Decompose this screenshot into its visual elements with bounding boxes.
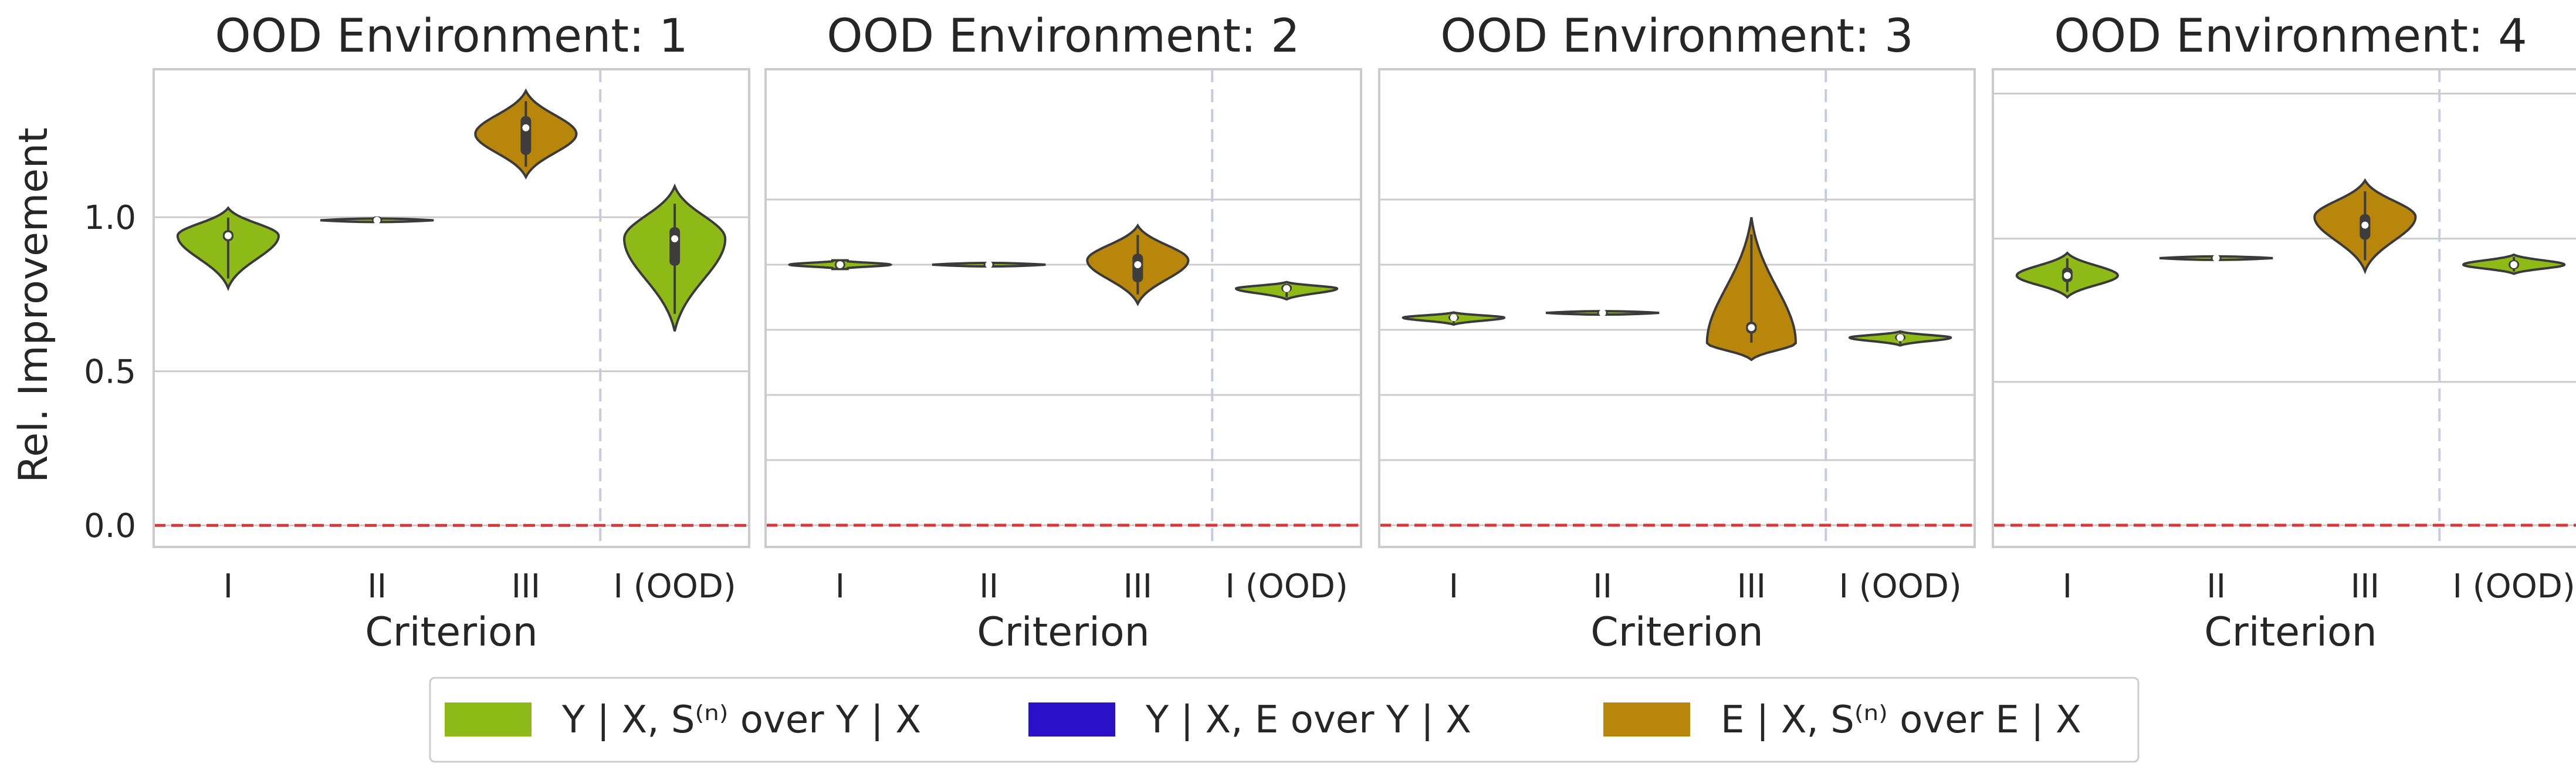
legend-label-1: Y | X, S⁽ⁿ⁾ over Y | X xyxy=(561,698,921,742)
x-tick-label: II xyxy=(1593,567,1612,606)
panels: 0.00.51.0I II III I (OOD)OOD Environment: 1… xyxy=(84,10,2576,656)
panel-frame xyxy=(153,68,750,548)
violin-median-marker xyxy=(2361,221,2369,229)
legend-label-2: Y | X, E over Y | X xyxy=(1145,698,1471,742)
y-tick-label: 0.5 xyxy=(84,353,136,391)
x-axis-label: Criterion xyxy=(365,609,537,656)
violin-median-marker xyxy=(224,232,232,239)
violin-median-marker xyxy=(836,261,844,268)
x-tick-label: I xyxy=(2063,567,2073,606)
legend-swatch-3 xyxy=(1603,702,1690,737)
violin-median-marker xyxy=(2510,261,2518,268)
violin-median-marker xyxy=(985,261,993,268)
x-tick-label: III xyxy=(2351,567,2380,606)
panel-frame xyxy=(764,68,1362,548)
violin-median-marker xyxy=(1748,324,1755,332)
x-tick-label: I (OOD) xyxy=(2452,567,2575,606)
x-tick-label: I (OOD) xyxy=(1225,567,1348,606)
y-axis-label: Rel. Improvement xyxy=(11,127,57,483)
x-tick-label: II xyxy=(367,567,387,606)
x-tick-label: I xyxy=(835,567,845,606)
x-tick-label: II xyxy=(2206,567,2226,606)
violin-median-marker xyxy=(1599,309,1606,317)
x-tick-label: I (OOD) xyxy=(613,567,736,606)
y-tick-label: 1.0 xyxy=(84,199,136,237)
violin-median-marker xyxy=(1134,261,1142,268)
legend: Y | X, S⁽ⁿ⁾ over Y | X Y | X, E over Y | … xyxy=(429,677,2140,763)
violin-median-marker xyxy=(1283,285,1291,292)
violin-median-marker xyxy=(1450,314,1457,322)
x-tick-label: I xyxy=(224,567,233,606)
violin-median-marker xyxy=(373,217,381,224)
panel-frame xyxy=(1378,68,1976,548)
x-tick-label: III xyxy=(1737,567,1766,606)
legend-swatch-1 xyxy=(445,702,532,737)
x-axis-label: Criterion xyxy=(1590,609,1763,656)
panel-title: OOD Environment: 3 xyxy=(1440,10,1913,63)
violin-median-marker xyxy=(522,124,530,131)
panel-title: OOD Environment: 2 xyxy=(827,10,1299,63)
x-tick-label: I (OOD) xyxy=(1839,567,1961,606)
panel-title: OOD Environment: 4 xyxy=(2054,10,2527,63)
violin-median-marker xyxy=(2063,272,2071,279)
legend-frame xyxy=(429,677,2140,763)
violin-median-marker xyxy=(671,235,679,242)
x-tick-label: III xyxy=(1123,567,1153,606)
x-axis-label: Criterion xyxy=(2204,609,2377,656)
x-tick-label: II xyxy=(979,567,998,606)
legend-label-3: E | X, S⁽ⁿ⁾ over E | X xyxy=(1721,698,2081,742)
legend-swatch-2 xyxy=(1028,702,1115,737)
violin-median-marker xyxy=(1897,334,1904,342)
panel-frame xyxy=(1992,68,2576,548)
violin-median-marker xyxy=(2212,254,2220,262)
x-axis-label: Criterion xyxy=(977,609,1149,656)
panel-title: OOD Environment: 1 xyxy=(215,10,688,63)
violin-iqr-box xyxy=(520,116,532,155)
x-tick-label: III xyxy=(512,567,541,606)
violin-iqr-box xyxy=(669,227,681,266)
panel-1: 0.00.51.0I II III I (OOD)OOD Environment: 1… xyxy=(84,10,750,656)
x-tick-label: I xyxy=(1449,567,1459,606)
y-tick-label: 0.0 xyxy=(84,507,136,545)
